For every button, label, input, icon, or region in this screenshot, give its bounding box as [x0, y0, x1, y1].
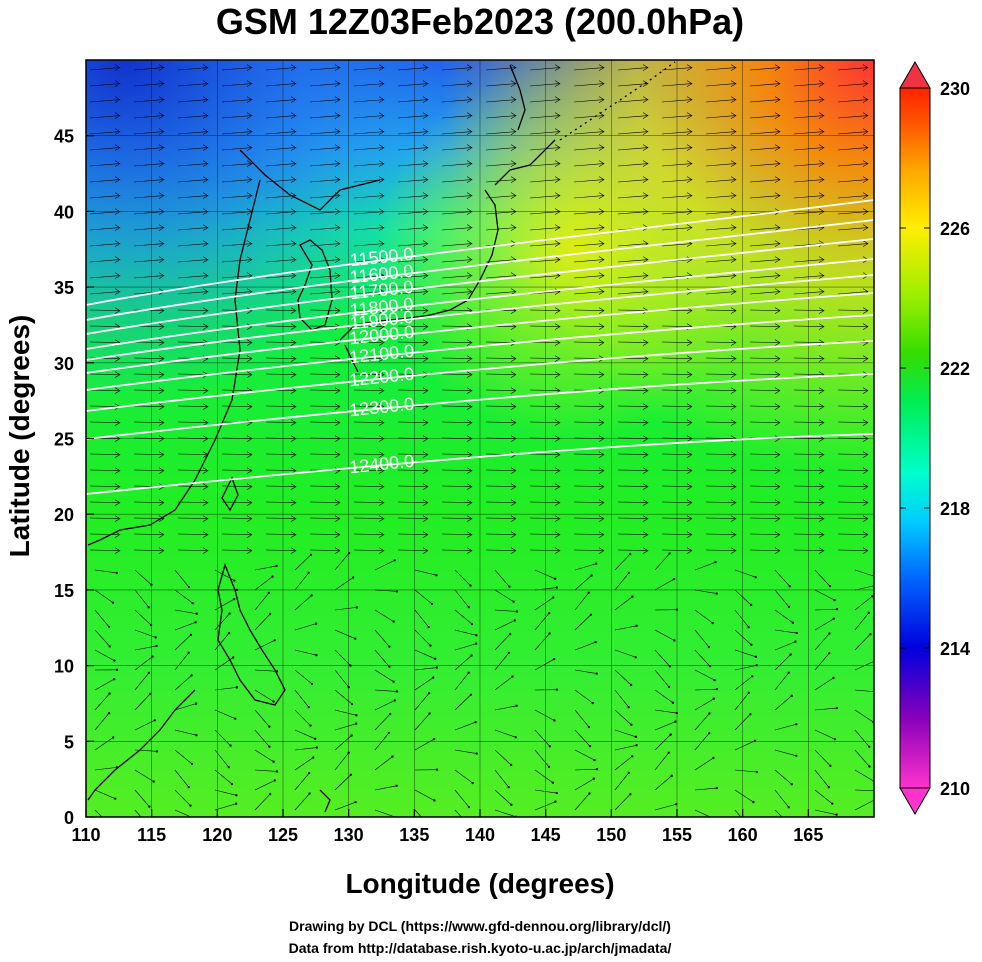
x-tick-label: 155	[662, 825, 692, 845]
colorbar: 210 214 218 222 226 230	[899, 60, 970, 816]
y-tick-label: 0	[64, 808, 74, 828]
data-credit: Data from http://database.rish.kyoto-u.a…	[288, 940, 672, 956]
colorbar-tick-label: 222	[940, 359, 970, 379]
x-tick-label: 150	[596, 825, 626, 845]
contour-line	[86, 340, 874, 412]
coastlines	[87, 61, 676, 813]
x-axis-ticks: 110 115 120 125 130 135 140 145 150 155 160 165	[71, 809, 823, 845]
colorbar-min-arrow	[899, 787, 931, 816]
colorbar-max-arrow	[899, 60, 931, 89]
contour-line	[86, 433, 874, 495]
x-tick-label: 135	[399, 825, 429, 845]
colorbar-tick-label: 210	[940, 779, 970, 799]
colorbar-tick-label: 230	[940, 79, 970, 99]
y-tick-label: 15	[54, 581, 74, 601]
y-tick-label: 25	[54, 430, 74, 450]
y-tick-label: 35	[54, 278, 74, 298]
y-tick-label: 45	[54, 127, 74, 147]
x-tick-label: 140	[465, 825, 495, 845]
y-axis-label: Latitude (degrees)	[4, 314, 35, 558]
height-contours: 11500.011600.011700.011800.011900.012000…	[86, 199, 874, 495]
colorbar-tick-label: 218	[940, 499, 970, 519]
y-tick-label: 40	[54, 202, 74, 222]
colorbar-tick-label: 226	[940, 219, 970, 239]
x-axis-label: Longitude (degrees)	[345, 868, 615, 899]
y-tick-label: 5	[64, 732, 74, 752]
x-tick-label: 110	[71, 825, 100, 845]
y-tick-label: 10	[54, 657, 74, 677]
drawing-credit: Drawing by DCL (https://www.gfd-dennou.o…	[289, 918, 671, 934]
contour-line	[86, 292, 874, 374]
colorbar-tick-label: 214	[940, 639, 970, 659]
x-tick-label: 125	[268, 825, 298, 845]
map-title: GSM 12Z03Feb2023 (200.0hPa)	[215, 1, 745, 42]
contour-line	[86, 238, 874, 335]
x-tick-label: 130	[334, 825, 364, 845]
y-tick-label: 20	[54, 505, 74, 525]
x-tick-label: 115	[137, 825, 166, 845]
contour-line	[86, 219, 874, 321]
contour-line	[86, 274, 874, 361]
y-axis-ticks: 0 5 10 15 20 25 30 35 40 45	[54, 127, 94, 828]
wind-streamlines	[89, 64, 874, 817]
contour-line	[86, 258, 874, 350]
x-tick-label: 165	[793, 825, 823, 845]
x-tick-label: 160	[728, 825, 758, 845]
contour-line	[86, 199, 874, 306]
x-tick-label: 120	[202, 825, 232, 845]
contour-line	[86, 373, 874, 440]
y-tick-label: 30	[54, 354, 74, 374]
x-tick-label: 145	[531, 825, 561, 845]
contour-line	[86, 314, 874, 391]
